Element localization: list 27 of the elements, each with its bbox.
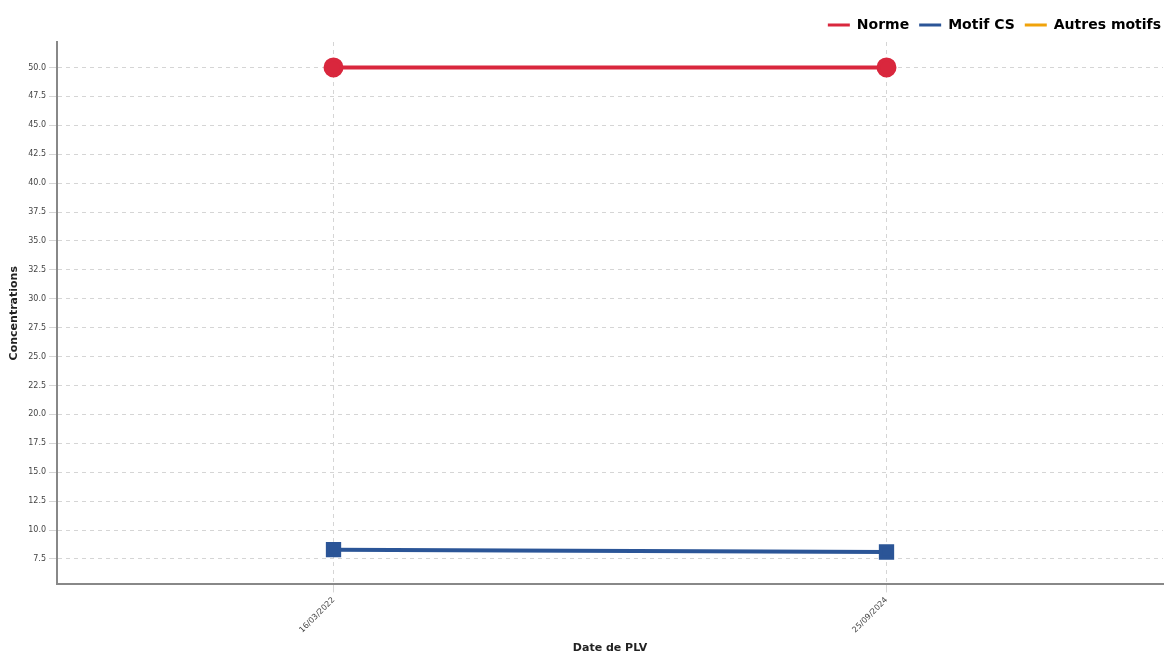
y-tick-label: 50.0: [28, 62, 47, 72]
y-tick-label: 25.0: [28, 351, 47, 361]
y-tick-label: 12.5: [28, 496, 47, 506]
y-tick-label: 10.0: [28, 525, 47, 535]
y-tick-label: 45.0: [28, 120, 47, 130]
legend-label: Motif CS: [948, 15, 1015, 32]
y-tick-label: 30.0: [28, 293, 47, 303]
point: [323, 57, 344, 78]
x-axis-title: Date de PLV: [572, 641, 648, 655]
y-tick-label: 42.5: [28, 149, 47, 159]
legend-label: Autres motifs: [1053, 15, 1162, 32]
y-tick-label: 27.5: [28, 322, 47, 332]
y-tick-label: 17.5: [28, 438, 47, 448]
point: [325, 542, 342, 558]
y-tick-label: 37.5: [28, 207, 47, 217]
y-tick-label: 22.5: [28, 380, 47, 390]
point: [878, 544, 895, 560]
y-tick-label: 15.0: [28, 467, 47, 477]
y-tick-label: 20.0: [28, 409, 47, 419]
point: [876, 57, 897, 78]
legend-label: Norme: [856, 15, 910, 32]
y-tick-label: 7.5: [33, 554, 47, 564]
y-tick-label: 47.5: [28, 91, 47, 101]
y-axis-title: Concentrations: [7, 265, 21, 361]
y-tick-label: 35.0: [28, 236, 47, 245]
y-tick-label: 32.5: [28, 264, 47, 274]
y-tick-label: 40.0: [28, 178, 47, 188]
